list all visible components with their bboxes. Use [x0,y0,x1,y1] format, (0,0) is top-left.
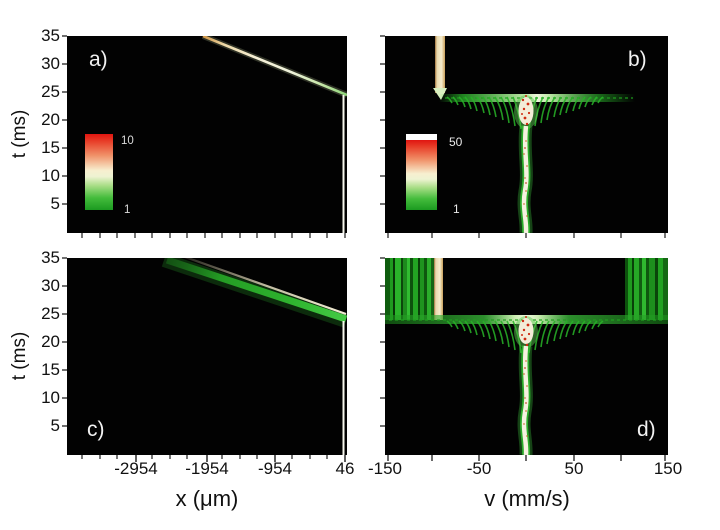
panel-b-letter: b) [628,48,647,71]
colorbar-b-max-label: 50 [449,135,463,149]
colorbar-a [85,134,113,210]
final-velocity-stripe [435,36,445,93]
panel-b-heatmap: 50 1 b) [385,36,668,233]
y-tick-label: 5 [50,194,60,213]
colorbar-b-white-cap [406,134,437,140]
y-tick-label: 35 [41,248,60,267]
y-tick-label: 20 [41,110,60,129]
column-speckles [523,140,528,217]
dispersed-trajectory-band [165,258,347,323]
panel-d-heatmap: d) [385,258,668,455]
x-ticks-panel-c-major [135,455,346,462]
y-tick-label: 35 [41,26,60,45]
y-tick-label: 10 [41,388,60,407]
panel-c-letter: c) [87,418,105,441]
column-speckles [523,360,528,437]
colorbar-a-max-label: 10 [121,135,134,147]
trajectory-cream-edge [184,258,347,316]
panel-c-background [67,258,347,455]
x-tick-label: -2954 [114,459,158,478]
launched-trajectory-line [202,36,347,97]
y-tick-label: 15 [41,360,60,379]
fan-fringes-left [446,320,522,354]
red-speckles [521,316,531,347]
v-tick-label: 150 [653,459,683,478]
final-velocity-stripe [434,258,443,320]
x-tick-label: 46 [335,459,355,478]
panel-d-letter: d) [637,418,656,441]
v-tick-label: -150 [367,459,403,478]
velocity-striations-left [385,258,434,320]
center-blob [518,318,534,344]
colorbar-b [406,140,437,210]
fan-fringes-right [528,96,604,130]
y-tick-label: 5 [50,416,60,435]
panel-c-heatmap: c) [67,258,347,455]
y-tick-label: 25 [41,304,60,323]
colorbar-a-min-label: 1 [124,204,130,216]
panel-a-background [67,36,347,233]
panel-a-letter: a) [89,48,108,71]
x-ticks-panel-d [387,455,666,461]
y-tick-label: 30 [41,276,60,295]
x-ticks-panel-a [81,233,346,238]
y-tick-label: 15 [41,138,60,157]
y-tick-label: 25 [41,82,60,101]
v0-column-core [521,125,529,233]
v0-column-core [521,345,529,455]
velocity-striations-right [625,258,668,320]
y-tick-label: 20 [41,332,60,351]
red-speckles [521,95,531,126]
v-axis-title: v (mm/s) [484,486,570,511]
x-axis-title: x (μm) [175,486,239,511]
x-tick-label: -954 [257,459,293,478]
y-tick-label: 10 [41,166,60,185]
colorbar-b-min-label: 1 [453,202,460,216]
x-tick-label: -1954 [185,459,229,478]
fan-fringes-left [446,96,522,130]
panel-a-heatmap: 10 1 a) [67,36,347,233]
fan-fringes-right [528,320,604,354]
center-blob [518,97,534,125]
v-tick-label: 50 [564,459,584,478]
y-tick-label: 30 [41,54,60,73]
x-ticks-panel-b [387,233,666,238]
v-tick-label: -50 [466,459,492,478]
